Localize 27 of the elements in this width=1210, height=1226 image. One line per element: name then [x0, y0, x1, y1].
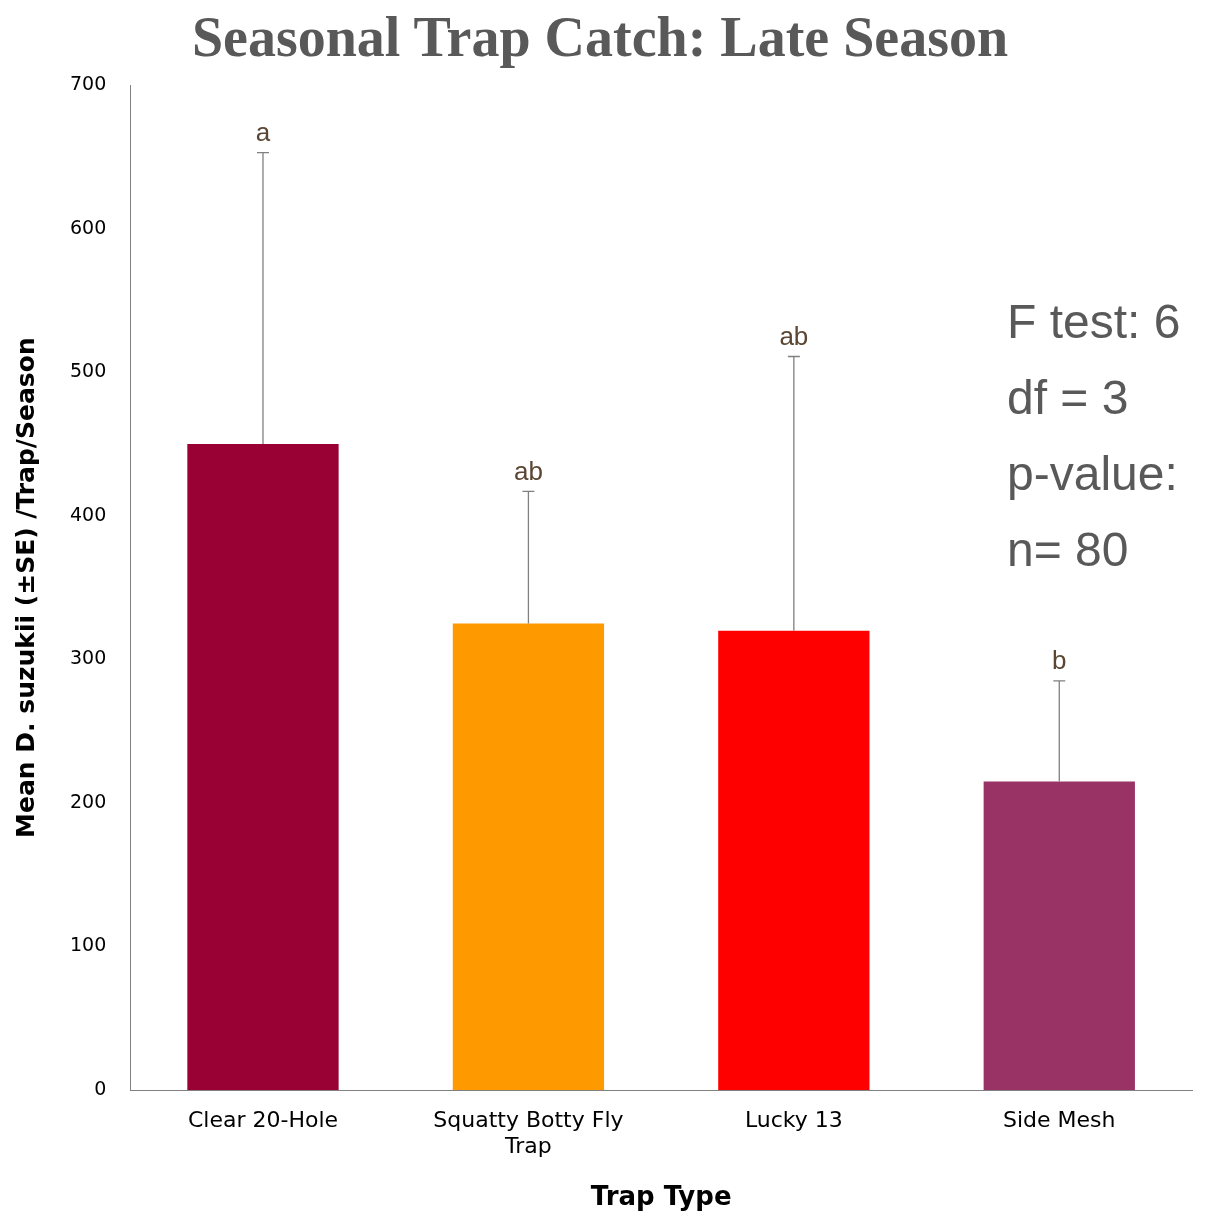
x-tick-label: Squatty Botty Fly Trap [433, 1106, 624, 1159]
annotation: F test: 6 [1007, 295, 1181, 349]
annotation: p-value: [1007, 447, 1178, 501]
x-tick-label: Clear 20-Hole [187, 1106, 339, 1132]
y-tick-label: 400 [70, 502, 107, 525]
bar [452, 623, 605, 1090]
chart-title: Seasonal Trap Catch: Late Season [191, 6, 1009, 69]
annotation: b [1052, 645, 1067, 676]
x-tick-label: Side Mesh [1003, 1106, 1116, 1132]
annotation: ab [513, 455, 543, 486]
x-tick-label: Lucky 13 [744, 1106, 843, 1132]
y-axis-title: Mean D. suzukii (±SE) /Trap/Season [10, 337, 40, 838]
bar [718, 630, 870, 1090]
annotation: ab [779, 320, 809, 351]
annotation: df = 3 [1007, 371, 1129, 425]
y-tick-label: 500 [70, 359, 107, 382]
y-tick-label: 0 [94, 1076, 107, 1099]
y-tick-label: 100 [70, 933, 107, 956]
annotation: n= 80 [1007, 523, 1129, 577]
y-tick-label: 300 [70, 646, 107, 669]
bar [983, 781, 1135, 1090]
annotation: a [255, 116, 271, 147]
y-tick-label: 600 [70, 215, 107, 238]
bar [187, 444, 339, 1090]
y-tick-label: 200 [70, 789, 107, 812]
x-axis-title: Trap Type [590, 1181, 732, 1212]
y-tick-label: 700 [70, 72, 107, 95]
